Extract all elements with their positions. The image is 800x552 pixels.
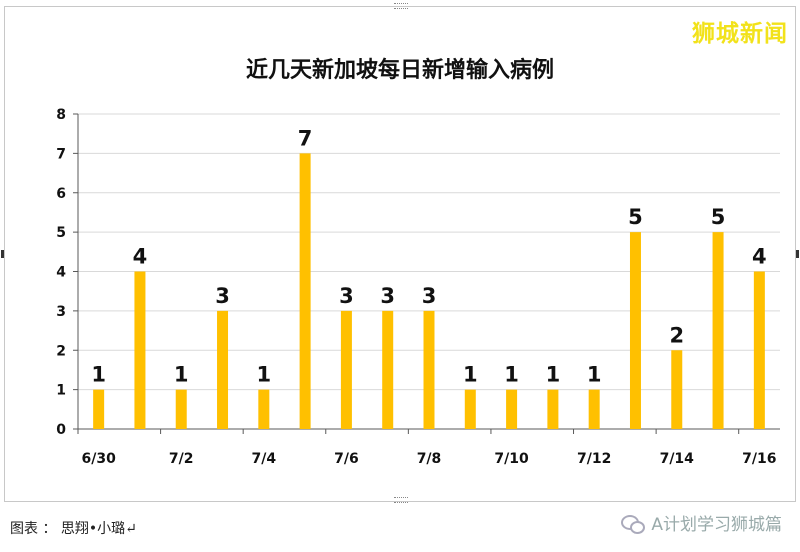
y-tick-label: 0 — [56, 422, 66, 438]
x-tick-label: 7/16 — [742, 451, 776, 467]
x-tick-label: 7/2 — [169, 451, 194, 467]
bar — [712, 232, 724, 429]
data-label: 3 — [215, 284, 230, 308]
y-tick-label: 7 — [56, 146, 66, 162]
bar — [217, 310, 229, 429]
data-label: 5 — [711, 205, 726, 229]
figure-caption: 图表 ： 思翔•小璐↵ — [10, 521, 137, 537]
data-label: 1 — [504, 363, 519, 387]
y-tick-label: 8 — [56, 107, 66, 123]
bar — [423, 310, 435, 429]
bar — [93, 389, 105, 429]
bar — [588, 389, 600, 429]
bar — [258, 389, 270, 429]
y-tick-label: 3 — [56, 304, 66, 320]
resize-handle-right[interactable] — [796, 250, 799, 258]
data-label: 4 — [133, 245, 148, 269]
data-label: 7 — [298, 126, 313, 150]
bar — [382, 310, 394, 429]
y-tick-label: 5 — [56, 225, 66, 241]
data-label: 1 — [91, 363, 106, 387]
x-tick-label: 7/8 — [417, 451, 442, 467]
bar-chart: 0 1 2 3 4 5 6 7 8 1 6/30 4 1 7/2 3 1 7/4 7 3 7/6 3 3 7/8 1 1 7/10… — [56, 107, 780, 467]
y-tick-label: 6 — [56, 186, 66, 202]
source-text: A计划学习狮城篇 — [651, 515, 782, 535]
bar — [175, 389, 187, 429]
y-tick-label: 1 — [56, 383, 66, 399]
data-label: 1 — [587, 363, 602, 387]
bar — [547, 389, 559, 429]
x-tick-label: 7/6 — [334, 451, 359, 467]
data-label: 1 — [174, 363, 189, 387]
data-label: 1 — [546, 363, 561, 387]
bar — [464, 389, 476, 429]
x-tick-label: 7/10 — [494, 451, 529, 467]
data-label: 5 — [628, 205, 643, 229]
y-tick-label: 4 — [56, 265, 66, 281]
x-tick-label: 6/30 — [81, 451, 116, 467]
bar — [671, 350, 683, 429]
resize-handle-top[interactable] — [394, 3, 408, 9]
chart-title: 近几天新加坡每日新增输入病例 — [245, 58, 554, 83]
y-tick-label: 2 — [56, 343, 66, 359]
data-label: 3 — [339, 284, 354, 308]
x-tick-label: 7/14 — [660, 451, 695, 467]
bar — [340, 310, 352, 429]
resize-handle-left[interactable] — [1, 250, 4, 258]
bar — [629, 232, 641, 429]
bar — [134, 271, 146, 429]
bar — [299, 153, 311, 429]
data-label: 1 — [463, 363, 478, 387]
wechat-icon — [621, 513, 646, 534]
bar — [506, 389, 518, 429]
data-label: 1 — [257, 363, 272, 387]
bar — [753, 271, 765, 429]
x-tick-label: 7/12 — [577, 451, 611, 467]
data-label: 2 — [669, 323, 684, 347]
watermark-logo: 狮城新闻 — [692, 21, 788, 47]
data-label: 4 — [752, 245, 767, 269]
data-label: 3 — [380, 284, 395, 308]
data-label: 3 — [422, 284, 437, 308]
x-tick-label: 7/4 — [252, 451, 277, 467]
resize-handle-bottom[interactable] — [394, 497, 408, 503]
source-credit: A计划学习狮城篇 — [621, 510, 782, 535]
